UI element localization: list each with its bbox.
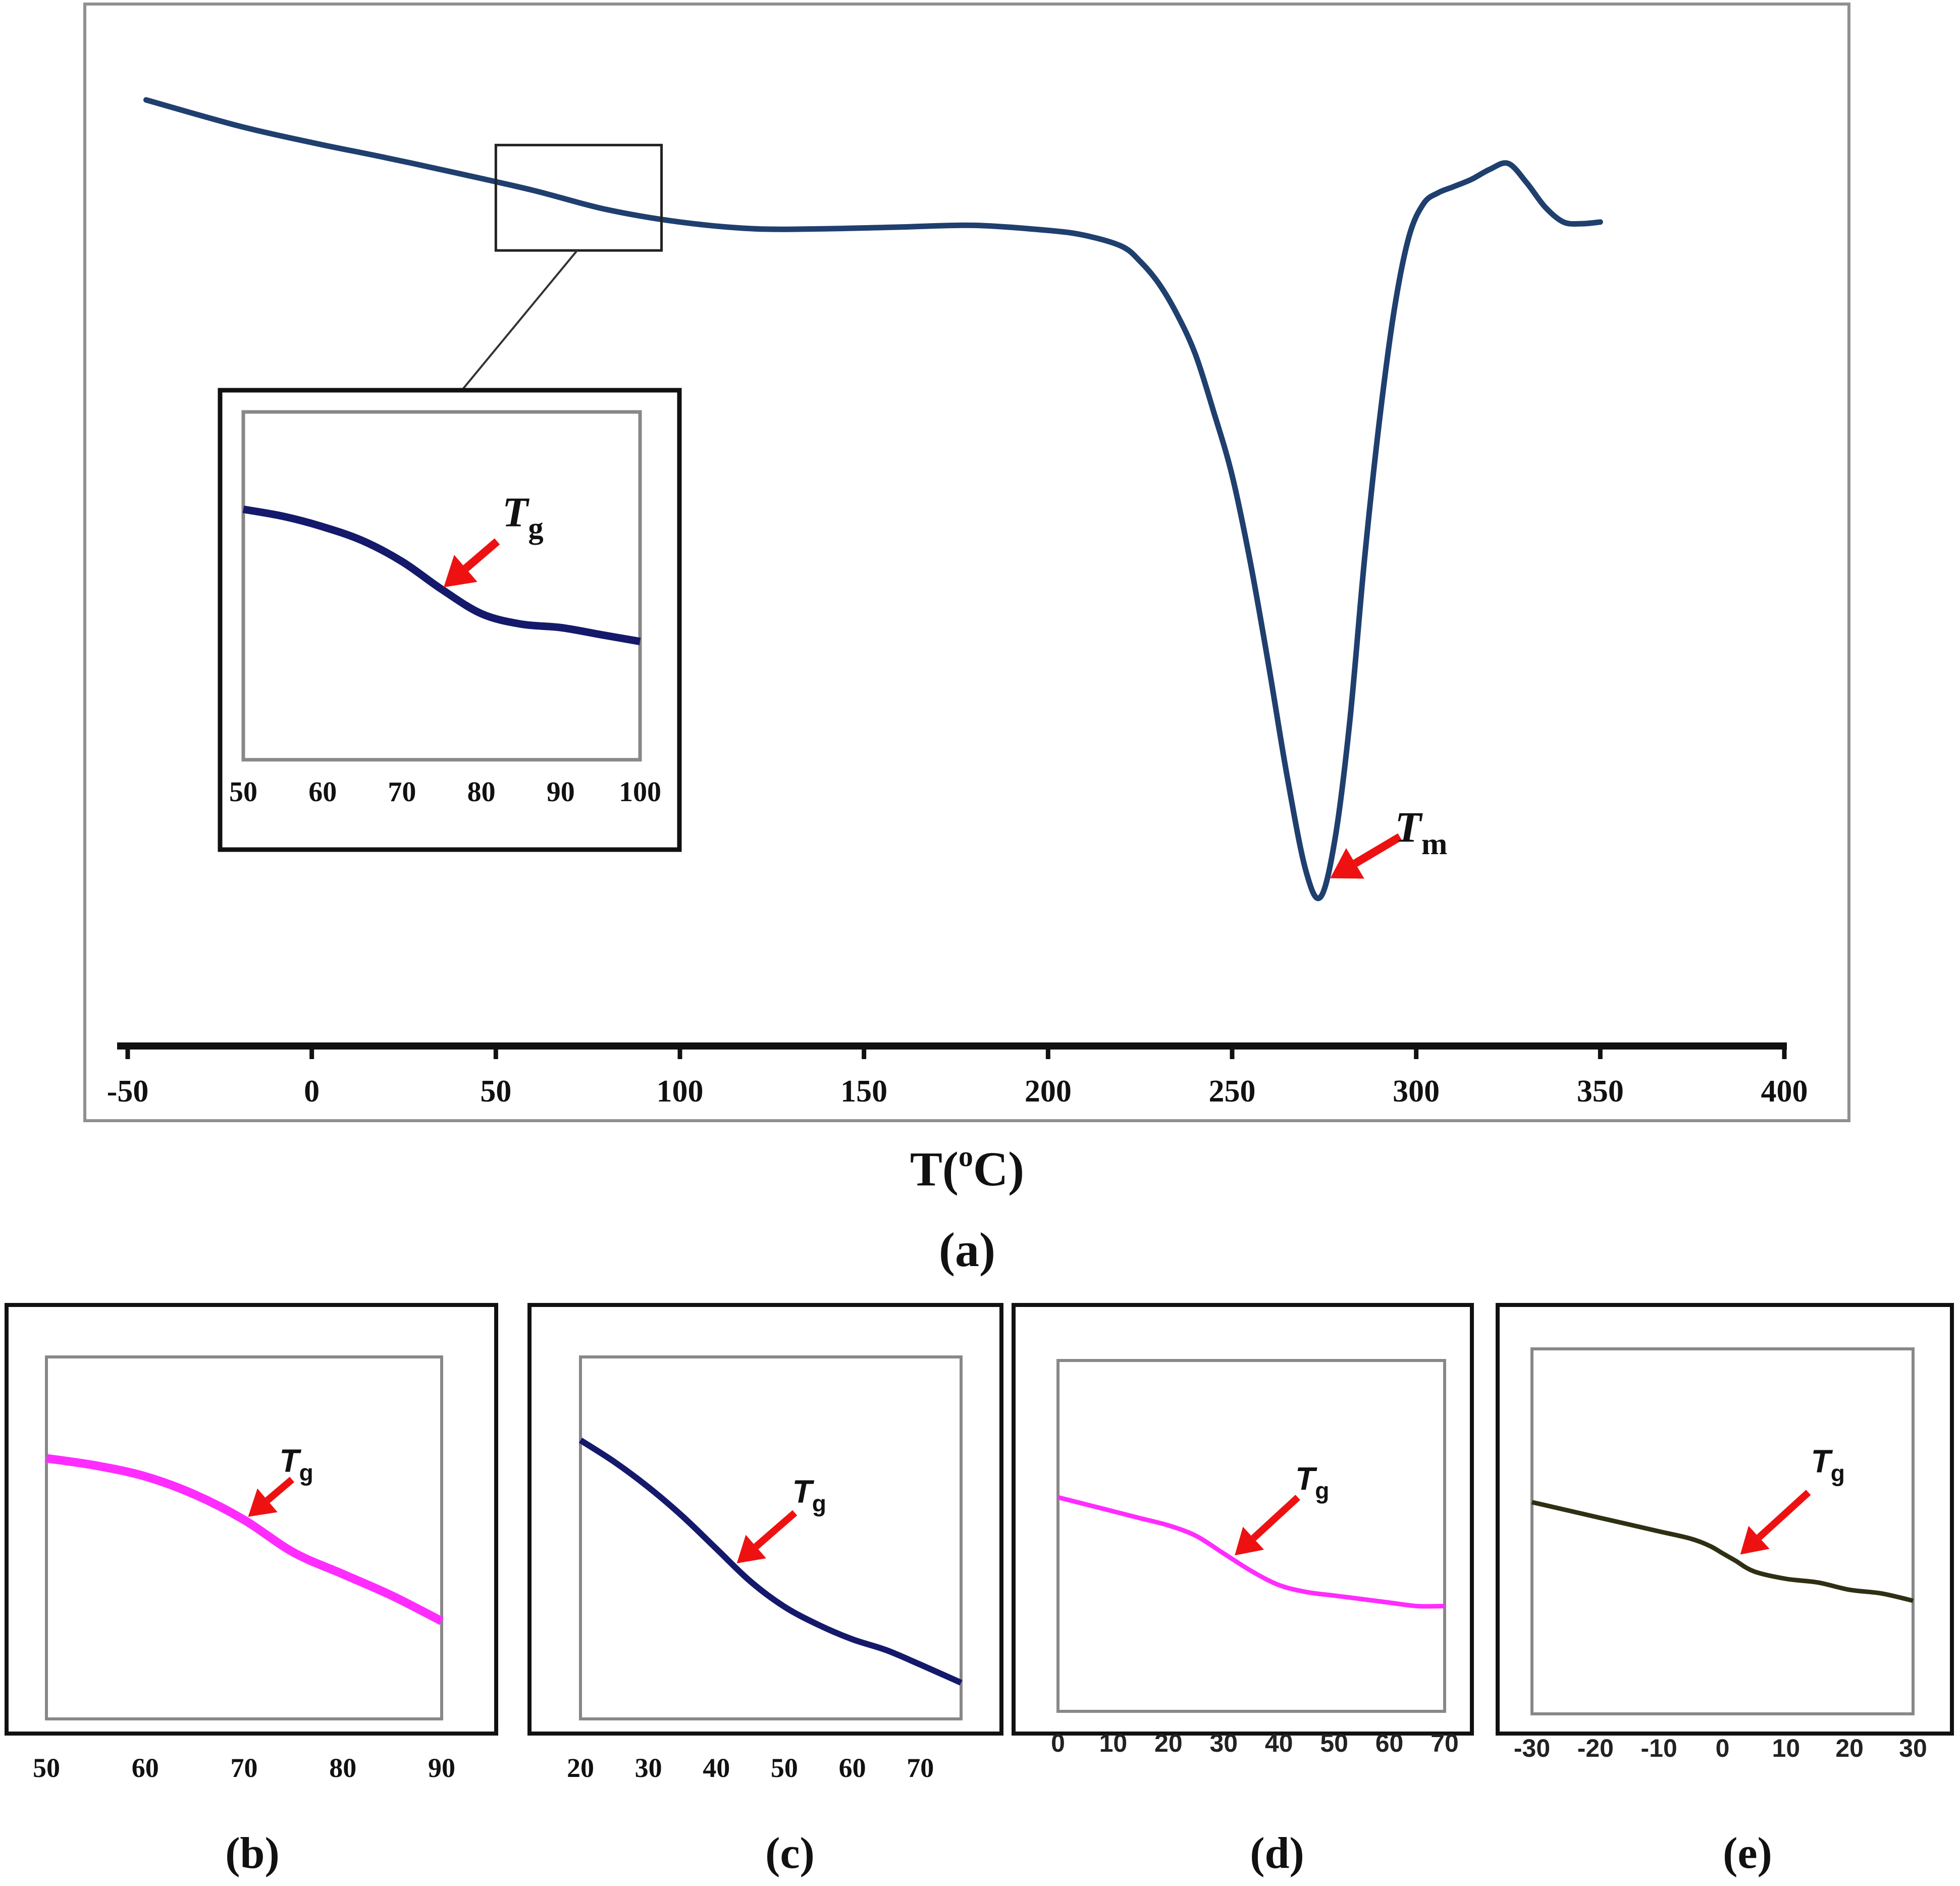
x-tick-label: 400 — [1761, 1074, 1808, 1109]
panel-e: -30 -20 -10 0 10 20 30 Tg (e) — [1496, 1303, 1954, 1878]
x-tick-label: 100 — [657, 1074, 704, 1109]
panel-b: 50 60 70 80 90 Tg (b) — [5, 1303, 498, 1878]
panel-c-tick-label: 50 — [771, 1753, 798, 1783]
panel-d-tick-label: 60 — [1375, 1729, 1404, 1757]
panel-e-tick-label: -10 — [1641, 1734, 1677, 1762]
panel-d-plot-area — [1056, 1359, 1446, 1713]
zoom-leader-line — [461, 249, 578, 391]
panel-e-tick-label: 30 — [1899, 1734, 1927, 1762]
panel-c-tick-label: 40 — [703, 1753, 730, 1783]
inset-tick-label: 70 — [388, 776, 416, 808]
panel-d: 0 10 20 30 40 50 60 70 Tg (d) — [1012, 1303, 1474, 1878]
panel-b-tick-label: 90 — [428, 1753, 455, 1783]
panel-c: 20 30 40 50 60 70 Tg (c) — [527, 1303, 1003, 1878]
x-tick-label: 0 — [304, 1074, 320, 1109]
inset-tg-arrow-shaft — [463, 538, 500, 571]
panel-c-tick-label: 20 — [567, 1753, 594, 1783]
inset-tick-label: 60 — [308, 776, 337, 808]
tm-label: Tm — [1395, 803, 1447, 861]
panel-c-curve — [578, 1437, 963, 1686]
panel-c-tg-arrow-head — [736, 1535, 766, 1563]
panel-b-tick-label: 50 — [33, 1753, 60, 1783]
panel-e-frame — [1496, 1303, 1954, 1736]
caption-c: (c) — [765, 1829, 815, 1878]
x-tick-label: 200 — [1025, 1074, 1072, 1109]
panel-e-tick-label: 0 — [1716, 1734, 1730, 1762]
panel-d-tick-label: 70 — [1431, 1729, 1459, 1757]
panel-e-tick-label: -30 — [1514, 1734, 1550, 1762]
panel-e-tg-arrow-shaft — [1757, 1490, 1811, 1540]
panel-c-tg-arrow-shaft — [754, 1510, 798, 1549]
panel-c-tick-label: 60 — [839, 1753, 866, 1783]
panel-d-tick-label: 20 — [1154, 1729, 1183, 1757]
inset-curve — [242, 505, 641, 646]
panel-d-tick-label: 30 — [1209, 1729, 1238, 1757]
panel-c-frame — [527, 1303, 1003, 1736]
caption-e: (e) — [1723, 1829, 1772, 1878]
caption-b: (b) — [225, 1829, 280, 1878]
inset-frame — [218, 388, 682, 852]
x-tick-label: 50 — [480, 1074, 511, 1109]
caption-a: (a) — [939, 1223, 995, 1277]
inset-tg-label: Tg — [502, 489, 544, 545]
panel-b-tg-label: Tg — [280, 1443, 313, 1486]
tm-arrow — [1330, 833, 1402, 879]
panel-e-curve — [1531, 1500, 1914, 1603]
inset-plot-area — [241, 410, 642, 762]
x-tick-label: 350 — [1577, 1074, 1624, 1109]
inset-tick-label: 50 — [229, 776, 257, 808]
panel-d-tg-arrow — [1235, 1494, 1300, 1556]
x-axis-title: T(oC) — [910, 1140, 1024, 1196]
panel-b-tg-arrow-head — [248, 1488, 278, 1517]
panel-c-tick-label: 70 — [907, 1753, 934, 1783]
panel-b-tick-label: 80 — [329, 1753, 356, 1783]
panel-e-tick-label: -20 — [1577, 1734, 1614, 1762]
inset-tg-arrow — [444, 538, 500, 588]
inset-tick-label: 100 — [619, 776, 661, 808]
panel-b-curve — [45, 1454, 444, 1625]
panel-b-frame — [5, 1303, 498, 1736]
x-tick-label: -50 — [107, 1074, 149, 1109]
panel-e-tick-label: 20 — [1835, 1734, 1864, 1762]
panel-c-tg-arrow — [736, 1510, 798, 1563]
panel-c-tg-label: Tg — [792, 1474, 826, 1517]
x-tick-label: 300 — [1393, 1074, 1440, 1109]
inset-tick-label: 90 — [547, 776, 575, 808]
panel-d-tg-label: Tg — [1295, 1460, 1329, 1504]
panel-a-frame — [83, 3, 1850, 1122]
dsc-curve — [143, 97, 1603, 902]
panel-d-tick-label: 50 — [1320, 1729, 1348, 1757]
panel-b-tick-label: 60 — [132, 1753, 159, 1783]
panel-c-plot-area — [579, 1355, 963, 1720]
panel-e-tg-arrow-head — [1740, 1526, 1770, 1555]
tm-arrow-shaft — [1353, 833, 1402, 867]
panel-e-tg-arrow — [1740, 1490, 1811, 1555]
panel-d-tick-label: 10 — [1099, 1729, 1128, 1757]
panel-a-inset: 50 60 70 80 90 100 Tg — [218, 388, 682, 852]
inset-tick-label: 80 — [467, 776, 496, 808]
panel-e-tick-label: 10 — [1772, 1734, 1800, 1762]
inset-tg-arrow-head — [444, 555, 478, 588]
panel-b-tick-label: 70 — [231, 1753, 258, 1783]
tm-arrow-head — [1330, 848, 1364, 879]
panel-b-tg-arrow-shaft — [265, 1477, 295, 1503]
panel-d-tg-arrow-shaft — [1251, 1494, 1300, 1541]
x-tick-label: 250 — [1209, 1074, 1256, 1109]
panel-d-tick-label: 0 — [1051, 1729, 1065, 1757]
panel-e-plot-area — [1530, 1347, 1915, 1715]
panel-c-tick-label: 30 — [635, 1753, 662, 1783]
panel-d-frame — [1012, 1303, 1474, 1736]
panel-a: -50 0 50 100 150 200 250 300 350 400 Tm T(oC) (a) — [83, 3, 1850, 1277]
panel-d-curve — [1057, 1495, 1445, 1609]
caption-d: (d) — [1250, 1829, 1304, 1878]
panel-b-tg-arrow — [248, 1477, 295, 1517]
panel-d-tick-label: 40 — [1265, 1729, 1293, 1757]
x-tick-label: 150 — [840, 1074, 887, 1109]
zoom-box — [494, 143, 663, 252]
panel-d-tg-arrow-head — [1235, 1527, 1264, 1556]
panel-e-tg-label: Tg — [1811, 1443, 1845, 1486]
panel-b-plot-area — [45, 1355, 443, 1720]
